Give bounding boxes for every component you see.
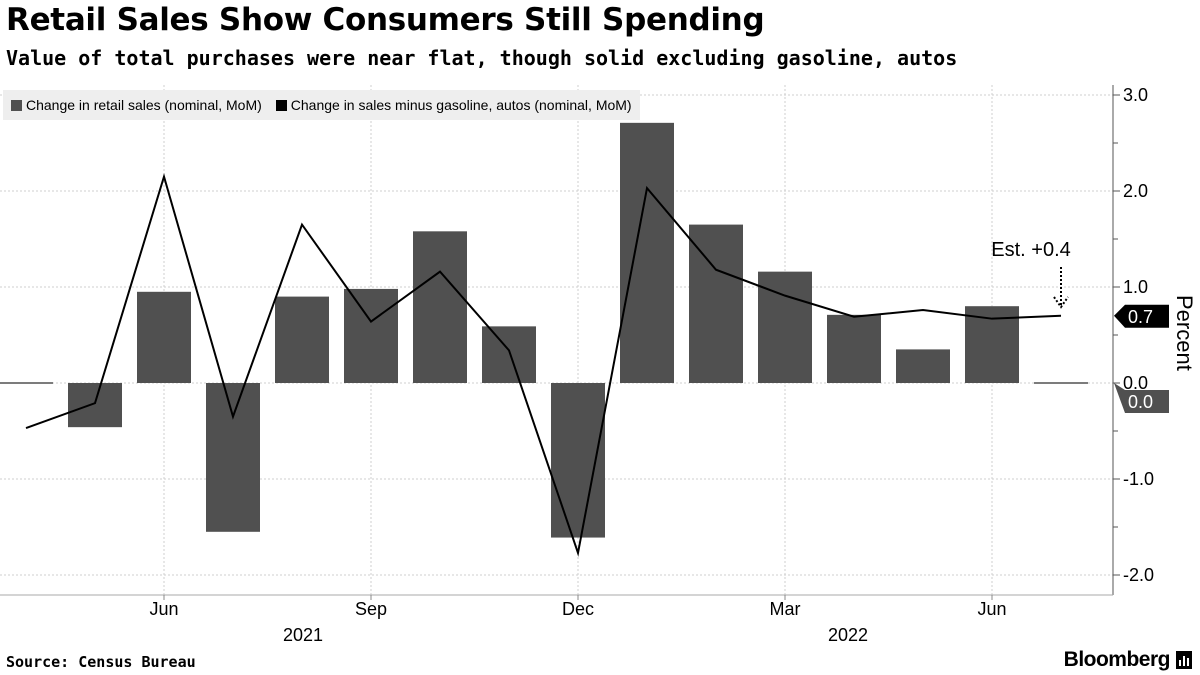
line-series-ex-gas-autos: [25, 173, 1062, 557]
y-tick-label: -1.0: [1123, 469, 1154, 489]
bar: [689, 224, 743, 383]
legend-swatch-line: [275, 99, 287, 111]
bar: [68, 383, 122, 428]
bar: [413, 231, 467, 383]
last-value-tag: [1114, 304, 1169, 328]
bar: [620, 122, 674, 383]
y-tick-label: 2.0: [1123, 181, 1148, 201]
last-value-tag: [1114, 383, 1169, 413]
x-tick-label: Sep: [355, 599, 387, 619]
bar: [275, 296, 329, 383]
x-tick-label: Dec: [562, 599, 594, 619]
bar: [137, 291, 191, 383]
last-value-label: 0.7: [1128, 307, 1153, 327]
bar: [551, 383, 605, 538]
y-tick-label: -2.0: [1123, 565, 1154, 585]
bloomberg-logo: Bloomberg: [1064, 648, 1192, 672]
x-year-label: 2022: [828, 625, 868, 645]
chart-subtitle: Value of total purchases were near flat,…: [6, 46, 958, 70]
bar: [344, 288, 398, 383]
y-tick-label: 1.0: [1123, 277, 1148, 297]
bloomberg-logo-icon: [1176, 651, 1192, 669]
last-value-label: 0.0: [1128, 392, 1153, 412]
legend-item-retail-sales: Change in retail sales (nominal, MoM): [11, 97, 262, 113]
legend-label: Change in retail sales (nominal, MoM): [26, 97, 262, 113]
source-note: Source: Census Bureau: [6, 653, 196, 671]
bar: [896, 349, 950, 383]
logo-text: Bloomberg: [1063, 648, 1171, 671]
y-axis-label: Percent: [1172, 295, 1197, 371]
x-tick-label: Mar: [770, 599, 801, 619]
annotation-label: Est. +0.4: [991, 239, 1071, 261]
chart-title: Retail Sales Show Consumers Still Spendi…: [6, 2, 765, 38]
bar: [482, 326, 536, 383]
bar: [206, 383, 260, 532]
x-tick-label: Jun: [977, 599, 1006, 619]
legend-swatch-bar: [11, 99, 22, 111]
x-year-label: 2021: [283, 625, 323, 645]
bar: [827, 314, 881, 383]
y-tick-label: 3.0: [1123, 85, 1148, 105]
legend: Change in retail sales (nominal, MoM) Ch…: [3, 90, 640, 120]
bar: [758, 271, 812, 383]
legend-item-ex-gas-autos: Change in sales minus gasoline, autos (n…: [275, 97, 632, 113]
annotation-arrowhead: [1053, 296, 1069, 309]
x-tick-label: Jun: [149, 599, 178, 619]
y-tick-label: 0.0: [1123, 373, 1148, 393]
legend-label: Change in sales minus gasoline, autos (n…: [290, 97, 632, 113]
